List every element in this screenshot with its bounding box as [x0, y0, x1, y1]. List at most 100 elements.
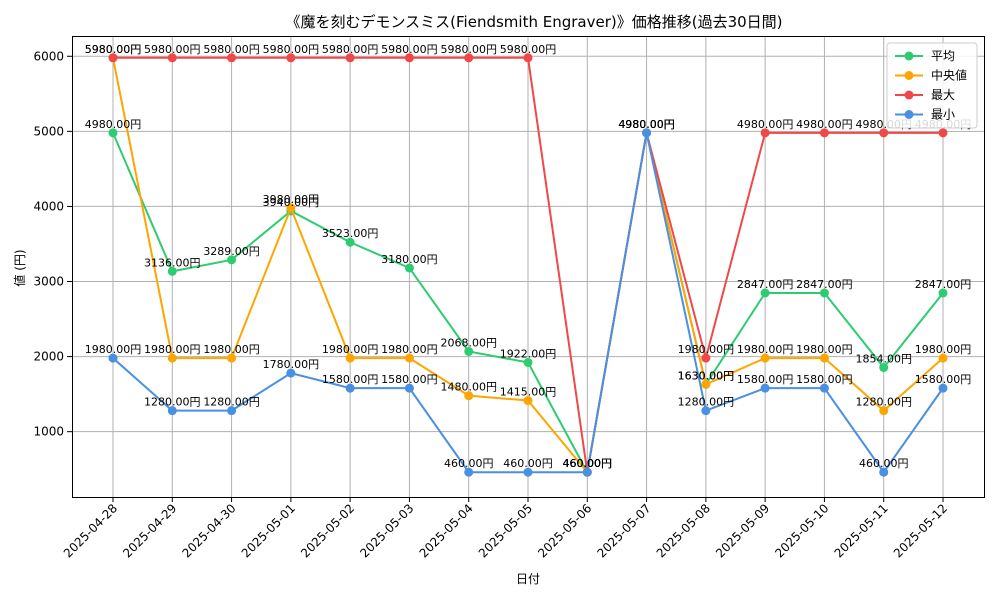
data-point [345, 237, 355, 247]
x-tick-label: 2025-05-03 [357, 501, 416, 560]
data-point [523, 357, 533, 367]
data-point [879, 363, 889, 373]
x-tick-label: 2025-05-11 [832, 501, 891, 560]
data-label: 1780.00円 [263, 358, 320, 371]
data-label: 2068.00円 [440, 336, 497, 349]
data-label: 1280.00円 [203, 396, 260, 409]
x-tick-label: 2025-05-07 [594, 501, 653, 560]
x-tick-label: 2025-04-29 [120, 501, 179, 560]
data-label: 1580.00円 [915, 373, 972, 386]
data-point [879, 128, 889, 138]
data-point [760, 353, 770, 363]
data-point [819, 128, 829, 138]
data-label: 1980.00円 [85, 343, 142, 356]
data-point [404, 263, 414, 273]
data-point [286, 368, 296, 378]
data-label: 5980.00円 [263, 43, 320, 56]
data-point [464, 53, 474, 63]
x-tick-label: 2025-05-04 [417, 501, 476, 560]
x-tick-label: 2025-05-01 [239, 501, 298, 560]
data-label: 460.00円 [563, 457, 613, 470]
data-point [582, 467, 592, 477]
y-tick-label: 2000 [33, 350, 64, 364]
data-label: 460.00円 [444, 457, 494, 470]
y-tick-label: 3000 [33, 275, 64, 289]
data-label: 1280.00円 [144, 396, 201, 409]
data-label: 460.00円 [563, 457, 613, 470]
legend-label: 中央値 [931, 68, 967, 83]
data-label: 1580.00円 [322, 373, 379, 386]
data-label: 1980.00円 [322, 343, 379, 356]
data-point [227, 353, 237, 363]
data-point [523, 467, 533, 477]
data-label: 3940.00円 [263, 196, 320, 209]
data-point [167, 53, 177, 63]
data-label: 1980.00円 [144, 343, 201, 356]
data-point [227, 255, 237, 265]
x-tick-label: 2025-05-12 [891, 501, 950, 560]
data-label: 5980.00円 [144, 43, 201, 56]
data-point [701, 379, 711, 389]
y-tick-label: 5000 [33, 124, 64, 138]
data-point [404, 353, 414, 363]
data-point [464, 346, 474, 356]
data-point [286, 203, 296, 213]
data-point [404, 53, 414, 63]
data-point [167, 353, 177, 363]
data-label: 1980.00円 [796, 343, 853, 356]
x-tick-label: 2025-04-28 [61, 501, 120, 560]
x-tick-label: 2025-05-05 [476, 501, 535, 560]
data-point [286, 53, 296, 63]
data-label: 5980.00円 [85, 43, 142, 56]
data-point [108, 53, 118, 63]
data-label: 1280.00円 [678, 396, 735, 409]
data-label: 460.00円 [563, 457, 613, 470]
data-point [879, 406, 889, 416]
x-tick-label: 2025-04-30 [179, 501, 238, 560]
data-label: 4980.00円 [618, 118, 675, 131]
data-point [642, 128, 652, 138]
data-label: 1280.00円 [855, 396, 912, 409]
data-label: 4980.00円 [85, 118, 142, 131]
data-point [108, 128, 118, 138]
data-point [345, 383, 355, 393]
legend-label: 最大 [931, 88, 955, 102]
legend-swatch-marker [904, 90, 914, 100]
data-label: 1580.00円 [737, 373, 794, 386]
data-label: 1980.00円 [737, 343, 794, 356]
data-point [108, 353, 118, 363]
chart-title: 《魔を刻むデモンスミス(Fiendsmith Engraver)》価格推移(過去… [285, 13, 782, 31]
y-tick-label: 4000 [33, 199, 64, 213]
data-point [701, 406, 711, 416]
data-point [819, 353, 829, 363]
y-tick-label: 6000 [33, 49, 64, 63]
data-label: 1980.00円 [915, 343, 972, 356]
legend-label: 平均 [931, 49, 955, 63]
data-label: 3289.00円 [203, 245, 260, 258]
data-point [523, 53, 533, 63]
y-axis-label: 値 (円) [12, 249, 27, 286]
data-point [523, 396, 533, 406]
data-point [938, 128, 948, 138]
data-label: 1980.00円 [381, 343, 438, 356]
data-label: 460.00円 [503, 457, 553, 470]
data-label: 5980.00円 [500, 43, 557, 56]
data-label: 5980.00円 [381, 43, 438, 56]
data-label: 1580.00円 [381, 373, 438, 386]
legend-swatch-marker [904, 51, 914, 61]
data-label: 1630.00円 [678, 369, 735, 382]
data-point [819, 383, 829, 393]
data-label: 1980.00円 [678, 343, 735, 356]
data-label: 4980.00円 [737, 118, 794, 131]
data-label: 3980.00円 [263, 193, 320, 206]
data-point [938, 353, 948, 363]
data-label: 1854.00円 [855, 353, 912, 366]
data-label: 1980.00円 [203, 343, 260, 356]
grid-layer [72, 36, 984, 497]
legend-swatch-marker [904, 110, 914, 119]
data-point [167, 406, 177, 416]
x-tick-label: 2025-05-08 [654, 501, 713, 560]
data-label: 1415.00円 [500, 386, 557, 399]
data-label: 1922.00円 [500, 347, 557, 360]
data-label: 5980.00円 [85, 43, 142, 56]
